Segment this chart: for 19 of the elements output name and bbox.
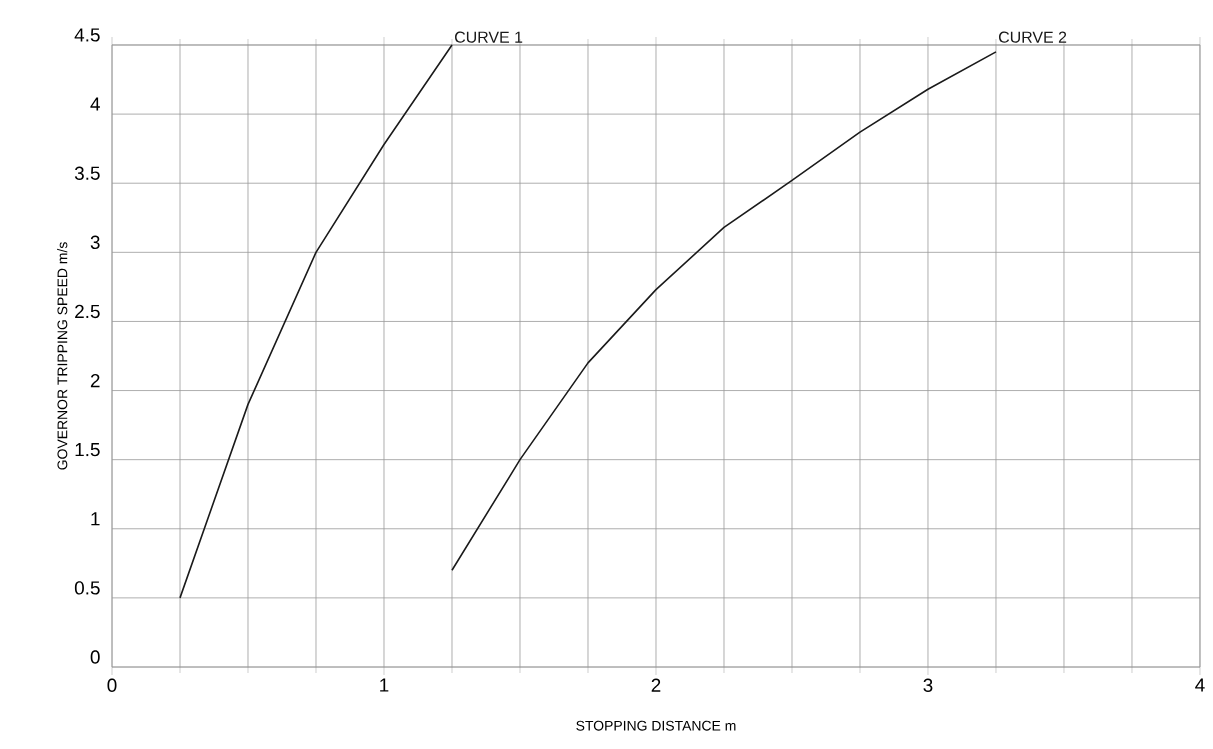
y-tick-label: 1 (91, 512, 100, 526)
y-tick-label: 2.5 (75, 304, 100, 319)
y-tick-label: 3.5 (74, 166, 100, 180)
y-tick-label: 4.5 (74, 28, 100, 42)
x-tick-label: 1 (380, 678, 389, 692)
x-tick-label: 4 (1195, 678, 1205, 692)
x-axis-title: STOPPING DISTANCE m (576, 720, 736, 731)
y-tick-label: 0 (90, 650, 100, 664)
y-tick-label: 3 (90, 235, 100, 250)
x-tick-label: 3 (923, 678, 933, 692)
x-tick-label: 2 (651, 678, 661, 692)
x-tick-label: 0 (107, 678, 117, 692)
y-tick-label: 0.5 (74, 581, 100, 595)
series-label: CURVE 2 (998, 31, 1067, 43)
y-tick-label: 4 (90, 97, 100, 111)
y-axis-title: GOVERNOR TRIPPING SPEED m/s (57, 242, 68, 470)
y-tick-label: 1.5 (75, 443, 100, 457)
y-tick-label: 2 (90, 373, 100, 388)
series-label: CURVE 1 (455, 31, 523, 43)
